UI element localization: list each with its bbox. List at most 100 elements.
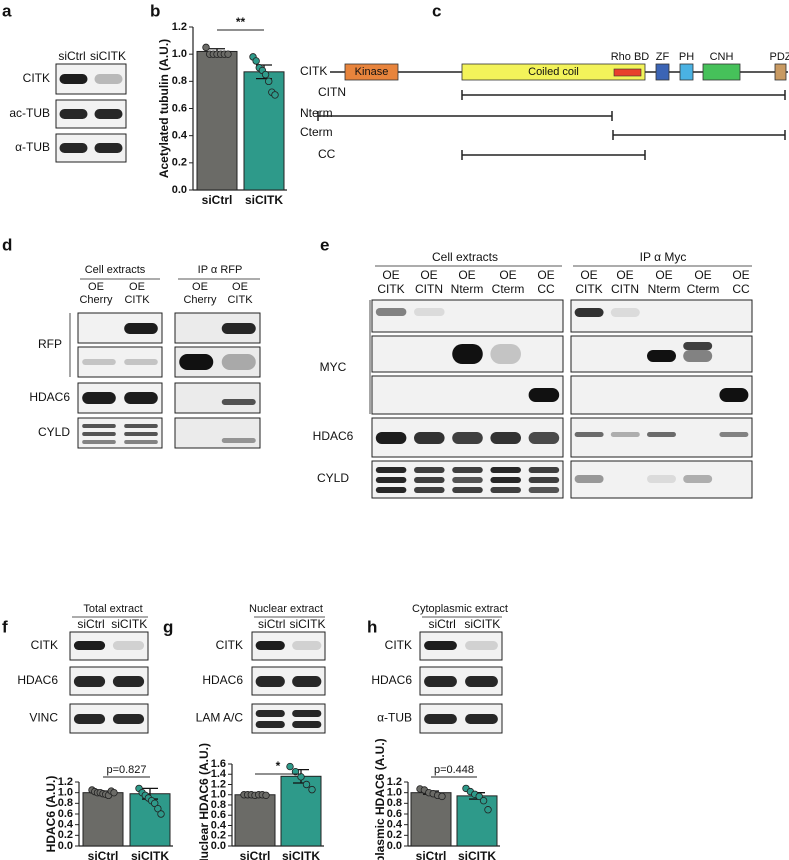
x-tick-label: siCtrl (240, 849, 271, 860)
lane-label: CC (537, 282, 555, 296)
y-tick-label: 0.4 (58, 819, 74, 831)
band (112, 641, 145, 650)
band (610, 432, 640, 437)
row-label: HDAC6 (202, 673, 243, 687)
construct-label: CITN (318, 85, 346, 99)
data-point (262, 791, 270, 799)
band (452, 432, 483, 444)
row-label: CYLD (317, 471, 349, 485)
data-point (265, 77, 273, 86)
blot (570, 460, 753, 499)
lane-label: OE (382, 268, 399, 282)
band (255, 710, 285, 717)
band (255, 641, 285, 650)
data-point (202, 43, 210, 52)
band (59, 109, 88, 119)
bar (280, 775, 322, 847)
blot (174, 417, 261, 449)
lane-label: siCITK (111, 617, 147, 631)
band (59, 74, 88, 84)
row-label: ac-TUB (9, 106, 50, 120)
y-tick-label: 1.0 (172, 48, 187, 60)
y-tick-label: 0.2 (211, 830, 226, 842)
band (574, 432, 604, 437)
y-tick-label: 0.6 (387, 808, 402, 820)
band (221, 323, 256, 334)
band (574, 475, 604, 483)
band (719, 432, 749, 437)
band (465, 641, 498, 650)
band (574, 308, 604, 317)
band (452, 467, 483, 473)
x-tick-label: siCtrl (416, 849, 447, 860)
data-point (154, 804, 162, 813)
lane-label: siCtrl (58, 49, 85, 63)
lane-label: OE (616, 268, 633, 282)
blot (251, 703, 326, 734)
band (124, 359, 158, 365)
domain-label: PDZ (770, 51, 789, 63)
row-label: RFP (38, 337, 62, 351)
band (255, 721, 285, 728)
bar (82, 792, 124, 847)
lane-label: OE (732, 268, 749, 282)
band (112, 714, 145, 724)
y-tick-label: 1.0 (58, 787, 73, 799)
lane-label: OE (499, 268, 516, 282)
y-tick-label: 1.2 (58, 776, 73, 788)
row-label: CITK (216, 638, 243, 652)
domain (702, 63, 741, 81)
band (82, 440, 116, 444)
y-tick-label: 0.0 (172, 184, 187, 196)
row-label: HDAC6 (371, 673, 412, 687)
band (452, 477, 483, 483)
domain-label: Coiled coil (528, 66, 579, 78)
lane-label: OE (420, 268, 437, 282)
y-tick-label: 0.2 (387, 829, 402, 841)
band (124, 392, 158, 404)
band (221, 438, 256, 443)
annotation: p=0.448 (434, 764, 474, 776)
y-tick-label: 0.8 (211, 799, 226, 811)
band (528, 388, 560, 402)
band (292, 641, 322, 650)
lane-label: siCITK (289, 617, 325, 631)
band (683, 475, 713, 483)
y-tick-label: 1.4 (211, 768, 227, 780)
domain-label: PH (679, 51, 694, 63)
lane-label: OE (192, 281, 208, 293)
x-tick-label: siCITK (282, 849, 320, 860)
domain-label: CNH (710, 51, 734, 63)
lane-label: siCtrl (77, 617, 104, 631)
lane-label: OE (580, 268, 597, 282)
band (82, 432, 116, 436)
row-label: α-TUB (377, 711, 412, 725)
y-tick-label: 0.4 (172, 130, 188, 142)
band (490, 344, 521, 364)
band (414, 477, 445, 483)
panel-label: d (2, 235, 12, 254)
row-label: CITK (31, 638, 58, 652)
band (221, 354, 256, 370)
annotation: ** (236, 15, 246, 29)
band (221, 399, 256, 405)
y-tick-label: 1.0 (211, 789, 226, 801)
band (375, 477, 407, 483)
band (528, 487, 560, 493)
domain-label: ZF (656, 51, 670, 63)
band (73, 641, 106, 650)
construct-label: Cterm (300, 125, 333, 139)
y-axis-label: Nuclear HDAC6 (A.U.) (197, 743, 211, 860)
lane-label: siCtrl (258, 617, 285, 631)
band (94, 74, 123, 84)
panel-label: c (432, 1, 441, 20)
lane-label: OE (129, 281, 145, 293)
blot-title: Cytoplasmic extract (412, 603, 508, 615)
band (73, 676, 106, 687)
band (490, 487, 521, 493)
data-point (261, 70, 270, 79)
domain (774, 63, 787, 81)
lane-label: Cterm (687, 282, 720, 296)
band (292, 676, 322, 687)
